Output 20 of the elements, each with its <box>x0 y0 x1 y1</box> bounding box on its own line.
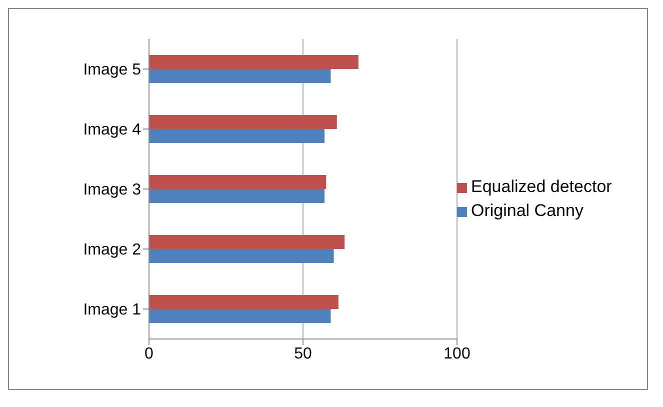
y-tick-label: Image 3 <box>83 182 142 199</box>
y-tick-label: Image 2 <box>83 242 142 259</box>
legend-label: Equalized detector <box>471 177 612 196</box>
x-tick-label: 50 <box>294 345 312 362</box>
bar <box>149 309 331 323</box>
y-tick-label: Image 4 <box>83 122 142 139</box>
bar <box>149 55 358 69</box>
bar <box>149 115 337 129</box>
x-tick-label: 100 <box>444 345 470 362</box>
bar <box>149 249 334 263</box>
bar <box>149 235 345 249</box>
legend-label: Original Canny <box>471 201 584 220</box>
x-tick-label: 0 <box>144 345 154 362</box>
bar <box>149 129 325 143</box>
bar <box>149 295 338 309</box>
bar <box>149 175 326 189</box>
y-tick-label: Image 1 <box>83 302 142 319</box>
y-tick-label: Image 5 <box>83 62 142 79</box>
bar <box>149 189 325 203</box>
bar <box>149 69 331 83</box>
